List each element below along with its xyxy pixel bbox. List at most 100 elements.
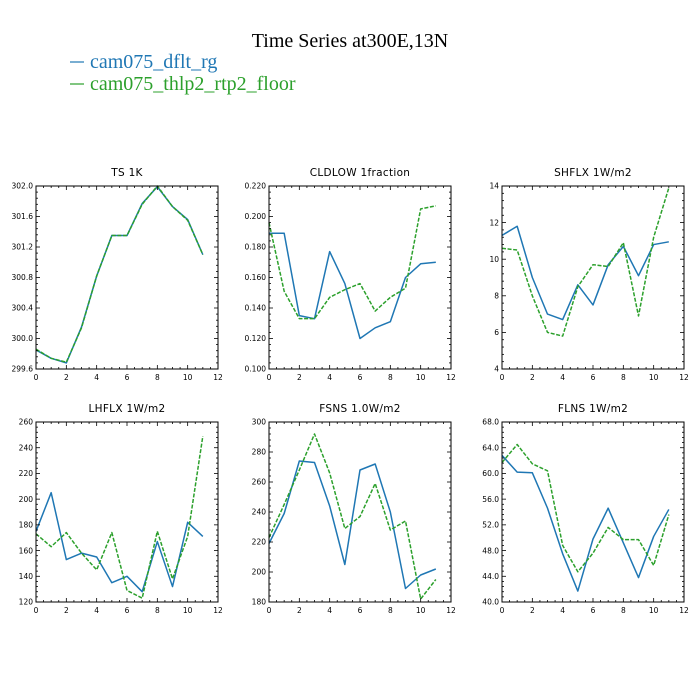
panel-0: TS 1K 0 2 4 6 8 10 12 299.6 300.0 300.4 300.8 301.2 3… bbox=[12, 167, 223, 382]
x-tick-label: 12 bbox=[679, 606, 689, 615]
x-tick-label: 0 bbox=[267, 373, 272, 382]
x-tick-label: 2 bbox=[297, 373, 302, 382]
x-tick-label: 6 bbox=[591, 373, 596, 382]
y-tick-label: 44.0 bbox=[482, 572, 499, 581]
x-tick-label: 6 bbox=[125, 606, 130, 615]
x-tick-label: 4 bbox=[327, 373, 332, 382]
series-line-0 bbox=[35, 186, 204, 364]
y-tick-label: 260 bbox=[252, 478, 267, 487]
y-tick-label: 48.0 bbox=[482, 546, 499, 555]
series-line-0 bbox=[501, 454, 670, 592]
x-tick-label: 10 bbox=[416, 373, 426, 382]
y-tick-label: 0.160 bbox=[245, 273, 267, 282]
series-line-1 bbox=[35, 185, 204, 363]
y-tick-label: 68.0 bbox=[482, 418, 499, 427]
series-line-1 bbox=[501, 187, 670, 337]
x-tick-label: 0 bbox=[500, 606, 505, 615]
x-tick-label: 6 bbox=[358, 373, 363, 382]
x-tick-label: 10 bbox=[649, 606, 659, 615]
x-tick-label: 0 bbox=[34, 373, 39, 382]
x-tick-label: 10 bbox=[416, 606, 426, 615]
y-tick-label: 300.0 bbox=[12, 334, 34, 343]
y-tick-label: 240 bbox=[19, 443, 34, 452]
y-tick-label: 300 bbox=[252, 418, 267, 427]
y-tick-label: 200 bbox=[252, 568, 267, 577]
x-tick-label: 4 bbox=[560, 606, 565, 615]
y-tick-label: 299.6 bbox=[12, 365, 34, 374]
series-line-1 bbox=[501, 443, 670, 573]
y-tick-label: 280 bbox=[252, 448, 267, 457]
y-tick-label: 180 bbox=[19, 521, 34, 530]
x-tick-label: 0 bbox=[500, 373, 505, 382]
x-tick-label: 2 bbox=[530, 373, 535, 382]
y-tick-label: 14 bbox=[489, 182, 499, 191]
x-tick-label: 4 bbox=[560, 373, 565, 382]
panel-title: LHFLX 1W/m2 bbox=[89, 403, 166, 415]
y-tick-label: 200 bbox=[19, 495, 34, 504]
panel-title: SHFLX 1W/m2 bbox=[554, 167, 632, 179]
x-tick-label: 12 bbox=[679, 373, 689, 382]
plot-frame bbox=[501, 421, 685, 603]
panel-1: CLDLOW 1fraction 0 2 4 6 8 10 12 0.100 0.120 0.140… bbox=[245, 167, 456, 382]
y-tick-label: 6 bbox=[494, 328, 499, 337]
y-tick-label: 140 bbox=[19, 572, 34, 581]
x-tick-label: 10 bbox=[183, 606, 193, 615]
x-tick-label: 0 bbox=[267, 606, 272, 615]
x-tick-label: 8 bbox=[388, 373, 393, 382]
legend: cam075_dflt_rg cam075_thlp2_rtp2_floor bbox=[70, 51, 296, 95]
panel-3: LHFLX 1W/m2 0 2 4 6 8 10 12 120 140 160 180 200 220 24… bbox=[19, 403, 223, 615]
figure-title: Time Series at300E,13N bbox=[252, 30, 448, 52]
legend-label-1: cam075_thlp2_rtp2_floor bbox=[90, 73, 296, 95]
panel-title: TS 1K bbox=[110, 167, 143, 179]
plot-frame bbox=[268, 185, 452, 370]
y-tick-label: 180 bbox=[252, 598, 267, 607]
y-tick-label: 302.0 bbox=[12, 182, 34, 191]
y-tick-label: 56.0 bbox=[482, 495, 499, 504]
y-tick-label: 120 bbox=[19, 598, 34, 607]
y-tick-label: 240 bbox=[252, 508, 267, 517]
x-tick-label: 8 bbox=[621, 606, 626, 615]
y-tick-label: 0.180 bbox=[245, 243, 267, 252]
series-line-0 bbox=[35, 491, 204, 593]
panel-title: CLDLOW 1fraction bbox=[310, 167, 411, 179]
y-tick-label: 0.200 bbox=[245, 212, 267, 221]
x-tick-label: 12 bbox=[213, 373, 223, 382]
y-tick-label: 52.0 bbox=[482, 521, 499, 530]
plot-frame bbox=[501, 185, 685, 370]
x-tick-label: 12 bbox=[446, 373, 456, 382]
x-tick-label: 10 bbox=[183, 373, 193, 382]
x-tick-label: 8 bbox=[388, 606, 393, 615]
y-tick-label: 300.4 bbox=[12, 304, 34, 313]
x-tick-label: 0 bbox=[34, 606, 39, 615]
panel-title: FLNS 1W/m2 bbox=[558, 403, 628, 415]
y-tick-label: 40.0 bbox=[482, 598, 499, 607]
y-tick-label: 64.0 bbox=[482, 443, 499, 452]
y-tick-label: 220 bbox=[19, 469, 34, 478]
y-tick-label: 301.2 bbox=[12, 243, 34, 252]
x-tick-label: 2 bbox=[297, 606, 302, 615]
y-tick-label: 0.120 bbox=[245, 334, 267, 343]
x-tick-label: 2 bbox=[64, 373, 69, 382]
legend-label-0: cam075_dflt_rg bbox=[90, 51, 217, 73]
x-tick-label: 4 bbox=[327, 606, 332, 615]
series-line-1 bbox=[35, 436, 204, 599]
x-tick-label: 10 bbox=[649, 373, 659, 382]
x-tick-label: 6 bbox=[358, 606, 363, 615]
x-tick-label: 12 bbox=[446, 606, 456, 615]
panel-title: FSNS 1.0W/m2 bbox=[319, 403, 401, 415]
x-tick-label: 2 bbox=[64, 606, 69, 615]
y-tick-label: 10 bbox=[489, 255, 499, 264]
panel-2: SHFLX 1W/m2 0 2 4 6 8 10 12 4 6 8 10 12 14 bbox=[489, 167, 689, 382]
y-tick-label: 300.8 bbox=[12, 273, 34, 282]
series-line-1 bbox=[268, 205, 436, 320]
y-tick-label: 12 bbox=[489, 218, 499, 227]
y-tick-label: 60.0 bbox=[482, 469, 499, 478]
y-tick-label: 260 bbox=[19, 418, 34, 427]
x-tick-label: 8 bbox=[155, 606, 160, 615]
y-tick-label: 0.220 bbox=[245, 182, 267, 191]
x-tick-label: 4 bbox=[94, 373, 99, 382]
x-tick-label: 8 bbox=[155, 373, 160, 382]
panel-5: FLNS 1W/m2 0 2 4 6 8 10 12 40.0 44.0 48.0 52.0 56.0 6… bbox=[482, 403, 689, 615]
y-tick-label: 220 bbox=[252, 538, 267, 547]
